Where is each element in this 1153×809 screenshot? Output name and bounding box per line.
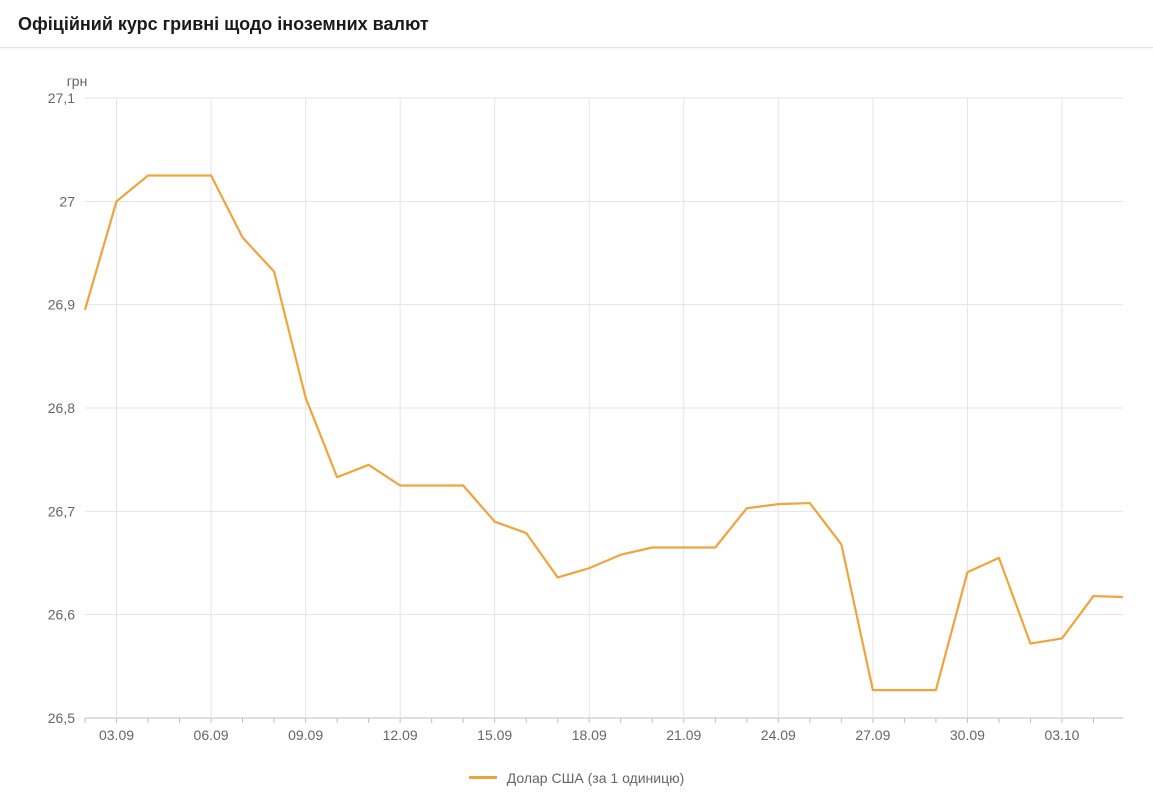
svg-text:24.09: 24.09 xyxy=(761,727,796,743)
svg-text:03.09: 03.09 xyxy=(99,727,134,743)
legend-swatch xyxy=(469,776,497,779)
svg-text:26,8: 26,8 xyxy=(48,400,75,416)
svg-text:27: 27 xyxy=(59,193,75,209)
svg-text:26,9: 26,9 xyxy=(48,297,75,313)
svg-text:12.09: 12.09 xyxy=(383,727,418,743)
svg-text:26,6: 26,6 xyxy=(48,607,75,623)
line-chart: грн 26,5 26,6 26,7 26,8 26,9 27 27,1 03.09 06.09 0… xyxy=(30,68,1123,748)
svg-text:09.09: 09.09 xyxy=(288,727,323,743)
svg-text:27,1: 27,1 xyxy=(48,90,75,106)
legend-label: Долар США (за 1 одиницю) xyxy=(507,770,685,786)
legend-item: Долар США (за 1 одиницю) xyxy=(469,770,685,786)
svg-text:26,7: 26,7 xyxy=(48,503,75,519)
svg-text:грн: грн xyxy=(67,73,88,89)
svg-text:18.09: 18.09 xyxy=(572,727,607,743)
chart-title: Офіційний курс гривні щодо іноземних вал… xyxy=(18,14,429,34)
svg-text:15.09: 15.09 xyxy=(477,727,512,743)
svg-text:27.09: 27.09 xyxy=(855,727,890,743)
svg-text:06.09: 06.09 xyxy=(194,727,229,743)
page: Офіційний курс гривні щодо іноземних вал… xyxy=(0,0,1153,809)
svg-text:21.09: 21.09 xyxy=(666,727,701,743)
svg-text:26,5: 26,5 xyxy=(48,710,75,726)
svg-text:03.10: 03.10 xyxy=(1044,727,1079,743)
svg-text:30.09: 30.09 xyxy=(950,727,985,743)
chart-area: грн 26,5 26,6 26,7 26,8 26,9 27 27,1 03.09 06.09 0… xyxy=(0,48,1153,758)
title-bar: Офіційний курс гривні щодо іноземних вал… xyxy=(0,0,1153,48)
legend: Долар США (за 1 одиницю) xyxy=(0,758,1153,804)
